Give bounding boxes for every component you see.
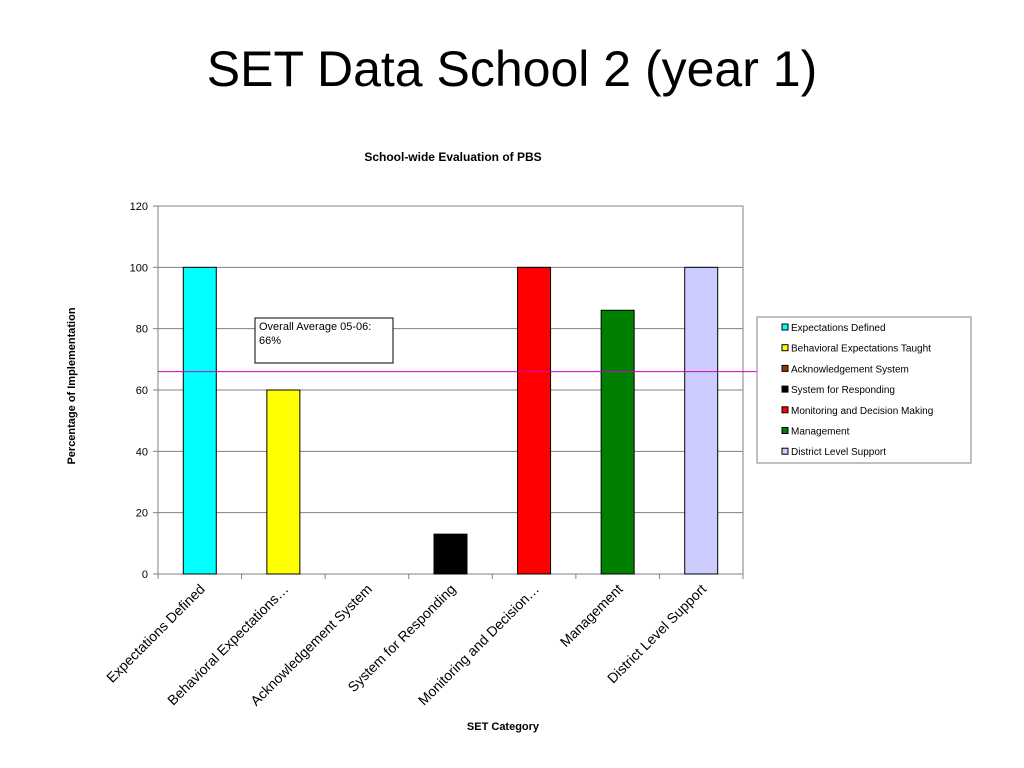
bars <box>182 266 719 575</box>
annotation-box <box>254 317 394 364</box>
legend-swatch <box>781 364 789 372</box>
annotation-text: Overall Average 05-06: <box>259 321 371 333</box>
y-tick-label: 0 <box>142 569 148 581</box>
bar-5 <box>517 266 552 575</box>
slide-title: SET Data School 2 (year 1) <box>206 41 818 97</box>
y-axis-label: Percentage of Implementation <box>66 307 78 464</box>
legend-swatch <box>781 406 789 414</box>
gridlines <box>158 266 743 514</box>
legend-swatch <box>781 344 789 352</box>
legend-item-label: Acknowledgement System <box>791 364 909 375</box>
legend-item-label: District Level Support <box>791 447 886 458</box>
bar-2 <box>266 389 301 575</box>
y-tick-label: 80 <box>136 324 148 336</box>
legend: Expectations Defined Behavioral Expectati… <box>756 316 972 464</box>
legend-item-label: Management <box>791 427 850 438</box>
average-annotation: Overall Average 05-06: 66% <box>254 317 394 364</box>
y-tick-label: 100 <box>130 262 148 274</box>
bar-7 <box>684 266 719 575</box>
legend-item-label: Expectations Defined <box>791 323 886 334</box>
y-tick-label: 120 <box>130 201 148 213</box>
x-axis-label: SET Category <box>467 721 540 733</box>
x-tick-label: Management <box>557 581 626 650</box>
y-tick-label: 40 <box>136 446 148 458</box>
legend-item-label: Behavioral Expectations Taught <box>791 344 931 355</box>
annotation-text: 66% <box>259 335 281 347</box>
bar-1 <box>182 266 217 575</box>
y-tick-label: 20 <box>136 508 148 520</box>
legend-swatch <box>781 385 789 393</box>
bar-6 <box>600 309 635 575</box>
legend-swatch <box>781 323 789 331</box>
legend-swatch <box>781 447 789 455</box>
bar-4 <box>433 533 468 575</box>
legend-item-label: Monitoring and Decision Making <box>791 406 933 417</box>
chart-title: School-wide Evaluation of PBS <box>364 150 541 164</box>
legend-swatch <box>781 427 789 434</box>
y-tick-label: 60 <box>136 385 148 397</box>
legend-box <box>756 316 972 464</box>
y-axis: 0 20 40 60 80 100 120 <box>130 201 158 581</box>
legend-item-label: System for Responding <box>791 385 895 396</box>
